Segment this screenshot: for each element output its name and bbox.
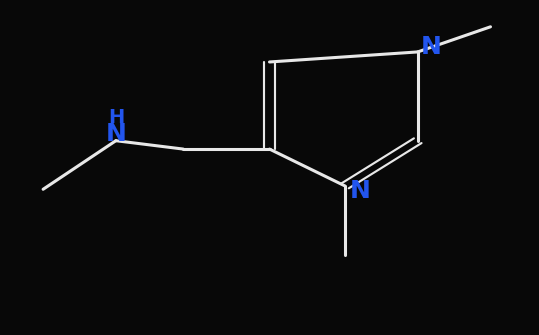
Text: N: N bbox=[421, 35, 441, 59]
Text: N: N bbox=[350, 179, 370, 203]
Text: N: N bbox=[106, 122, 126, 146]
Text: H: H bbox=[108, 108, 124, 127]
